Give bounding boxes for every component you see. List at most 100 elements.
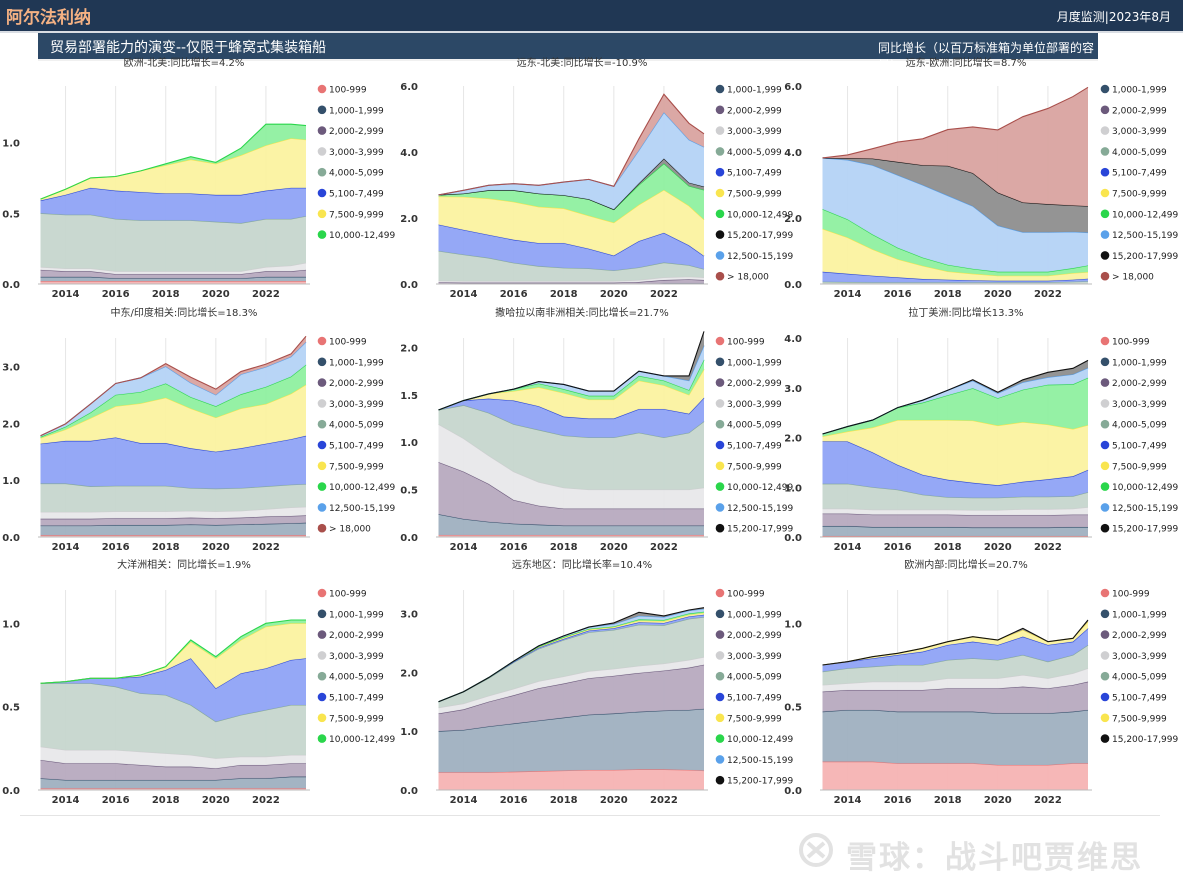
legend-marker [1100,671,1110,681]
series-line [822,228,1089,277]
series-area [40,776,307,789]
series-area [438,331,704,411]
x-tick-label: 2016 [884,289,912,300]
legend-label: 7,500-9,999 [1112,714,1167,724]
x-tick-label: 2020 [202,289,230,300]
legend-label: > 18,000 [727,273,769,283]
series-area [438,158,704,210]
series-line [822,619,1089,666]
y-tick-label: 1.0 [784,483,802,494]
legend-label: 4,000-5,099 [727,148,782,158]
series-line [438,359,705,411]
footer-divider [20,815,1160,816]
y-tick-label: 0.0 [400,786,418,797]
legend-label: 1,000-1,999 [329,106,384,116]
series-line [438,111,705,196]
legend-marker [317,399,327,408]
series-area [438,251,704,282]
legend-marker [1100,609,1110,619]
series-line [40,657,307,690]
legend-label: 1,000-1,999 [1112,610,1167,620]
legend-marker [715,167,725,177]
x-tick-label: 2014 [52,289,80,300]
series-area [40,683,307,759]
series-area [438,94,704,195]
legend-marker [1100,419,1110,429]
series-area [438,608,704,702]
series-area [438,607,704,702]
series-area [822,621,1088,665]
x-tick-label: 2022 [650,542,678,553]
x-tick-label: 2014 [450,795,478,806]
y-tick-label: 6.0 [400,82,418,93]
legend-marker [317,482,327,491]
x-tick-label: 2022 [650,795,678,806]
legend-label: 4,000-5,099 [1112,673,1167,683]
legend-marker [317,209,327,219]
x-tick-label: 2016 [102,542,130,553]
legend-marker [317,503,327,512]
legend-label: 2,000-2,999 [1112,379,1167,389]
series-area [822,271,1088,283]
series-line [40,483,307,490]
series-line [40,514,307,520]
legend-label: 3,000-3,999 [1112,652,1167,662]
legend-marker [1100,734,1110,743]
series-line [40,276,306,279]
y-tick-label: 0.5 [400,486,418,497]
x-tick-label: 2020 [984,795,1012,806]
legend-label: 10,000-12,499 [727,210,794,220]
series-line [822,627,1089,666]
legend-label: 2,000-2,999 [727,106,782,116]
series-line [438,93,705,196]
x-tick-label: 2022 [1034,289,1062,300]
legend-marker [715,147,725,156]
legend-label: 5,100-7,499 [329,190,384,200]
legend-marker [715,84,725,94]
y-tick-label: 1.0 [784,619,802,630]
legend-label: 12,500-15,199 [727,252,794,262]
watermark: 雪球：战斗吧贾维思 [798,830,1158,876]
series-line [40,522,307,527]
series-line [822,681,1089,693]
x-tick-label: 2016 [500,795,528,806]
legend-label: 7,500-9,999 [329,210,384,220]
series-area [438,617,704,708]
legend-label: 7,500-9,999 [727,190,782,200]
y-tick-label: 1.0 [2,619,20,630]
x-tick-label: 2018 [934,542,962,553]
legend-label: > 18,000 [329,525,371,535]
legend-label: 7,500-9,999 [329,462,384,472]
x-tick-label: 2020 [600,795,628,806]
series-area [40,276,307,282]
series-area [40,269,307,279]
x-tick-label: 2018 [152,289,180,300]
legend-marker [1100,167,1110,177]
series-line [40,123,307,200]
legend-label: > 18,000 [1112,273,1154,283]
series-line [822,761,1088,766]
x-tick-label: 2018 [550,542,578,553]
legend-label: 10,000-12,499 [329,483,396,493]
series-area [822,157,1088,233]
legend-label: 4,000-5,099 [329,421,384,431]
legend-marker [317,126,327,135]
y-tick-label: 0.0 [784,280,802,291]
series-line [438,513,704,527]
series-line [438,461,704,510]
series-line [822,525,1088,529]
series-line [822,157,1089,234]
y-tick-label: 0.0 [400,533,418,544]
chart-title: 中东/印度相关:同比增长=18.3% [111,306,258,319]
legend-label: 7,500-9,999 [727,462,782,472]
x-tick-label: 2022 [1034,795,1062,806]
legend-label: 7,500-9,999 [727,714,782,724]
legend-marker [317,523,327,533]
series-line [40,335,307,437]
legend-label: 1,000-1,999 [1112,358,1167,368]
x-tick-label: 2014 [834,542,862,553]
legend-label: 4,000-5,099 [329,673,384,683]
series-line [438,224,705,257]
legend-label: 5,100-7,499 [329,694,384,704]
series-area [40,620,307,684]
